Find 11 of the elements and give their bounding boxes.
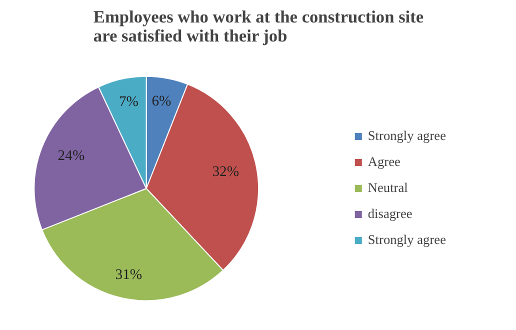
- chart-title: Employees who work at the construction site are satisfied with their job: [93, 8, 424, 46]
- legend-label: Agree: [368, 154, 400, 170]
- legend-label: Strongly agree: [368, 232, 446, 248]
- legend-label: disagree: [368, 206, 412, 222]
- data-label: 7%: [118, 94, 138, 110]
- data-label: 31%: [115, 267, 142, 284]
- data-label: 32%: [212, 164, 240, 180]
- data-label: 6%: [152, 93, 172, 110]
- data-label: 24%: [58, 148, 85, 164]
- legend-label: Strongly agree: [368, 128, 446, 144]
- legend-label: Neutral: [368, 180, 408, 196]
